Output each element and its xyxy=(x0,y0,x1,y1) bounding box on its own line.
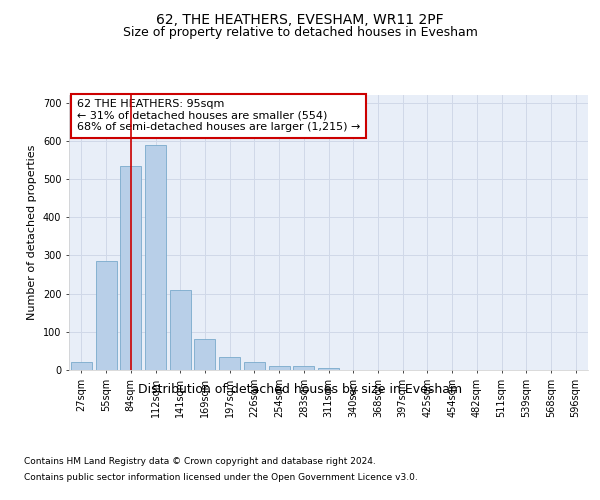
Text: Contains HM Land Registry data © Crown copyright and database right 2024.: Contains HM Land Registry data © Crown c… xyxy=(24,458,376,466)
Y-axis label: Number of detached properties: Number of detached properties xyxy=(28,145,37,320)
Bar xyxy=(293,366,314,370)
Bar xyxy=(244,362,265,370)
Bar xyxy=(145,144,166,370)
Text: 62, THE HEATHERS, EVESHAM, WR11 2PF: 62, THE HEATHERS, EVESHAM, WR11 2PF xyxy=(156,12,444,26)
Text: Distribution of detached houses by size in Evesham: Distribution of detached houses by size … xyxy=(138,382,462,396)
Bar xyxy=(318,368,339,370)
Bar xyxy=(120,166,141,370)
Text: 62 THE HEATHERS: 95sqm
← 31% of detached houses are smaller (554)
68% of semi-de: 62 THE HEATHERS: 95sqm ← 31% of detached… xyxy=(77,99,360,132)
Bar xyxy=(219,356,240,370)
Bar xyxy=(269,366,290,370)
Text: Contains public sector information licensed under the Open Government Licence v3: Contains public sector information licen… xyxy=(24,472,418,482)
Bar xyxy=(95,261,116,370)
Bar xyxy=(170,290,191,370)
Bar xyxy=(194,340,215,370)
Bar xyxy=(71,362,92,370)
Text: Size of property relative to detached houses in Evesham: Size of property relative to detached ho… xyxy=(122,26,478,39)
